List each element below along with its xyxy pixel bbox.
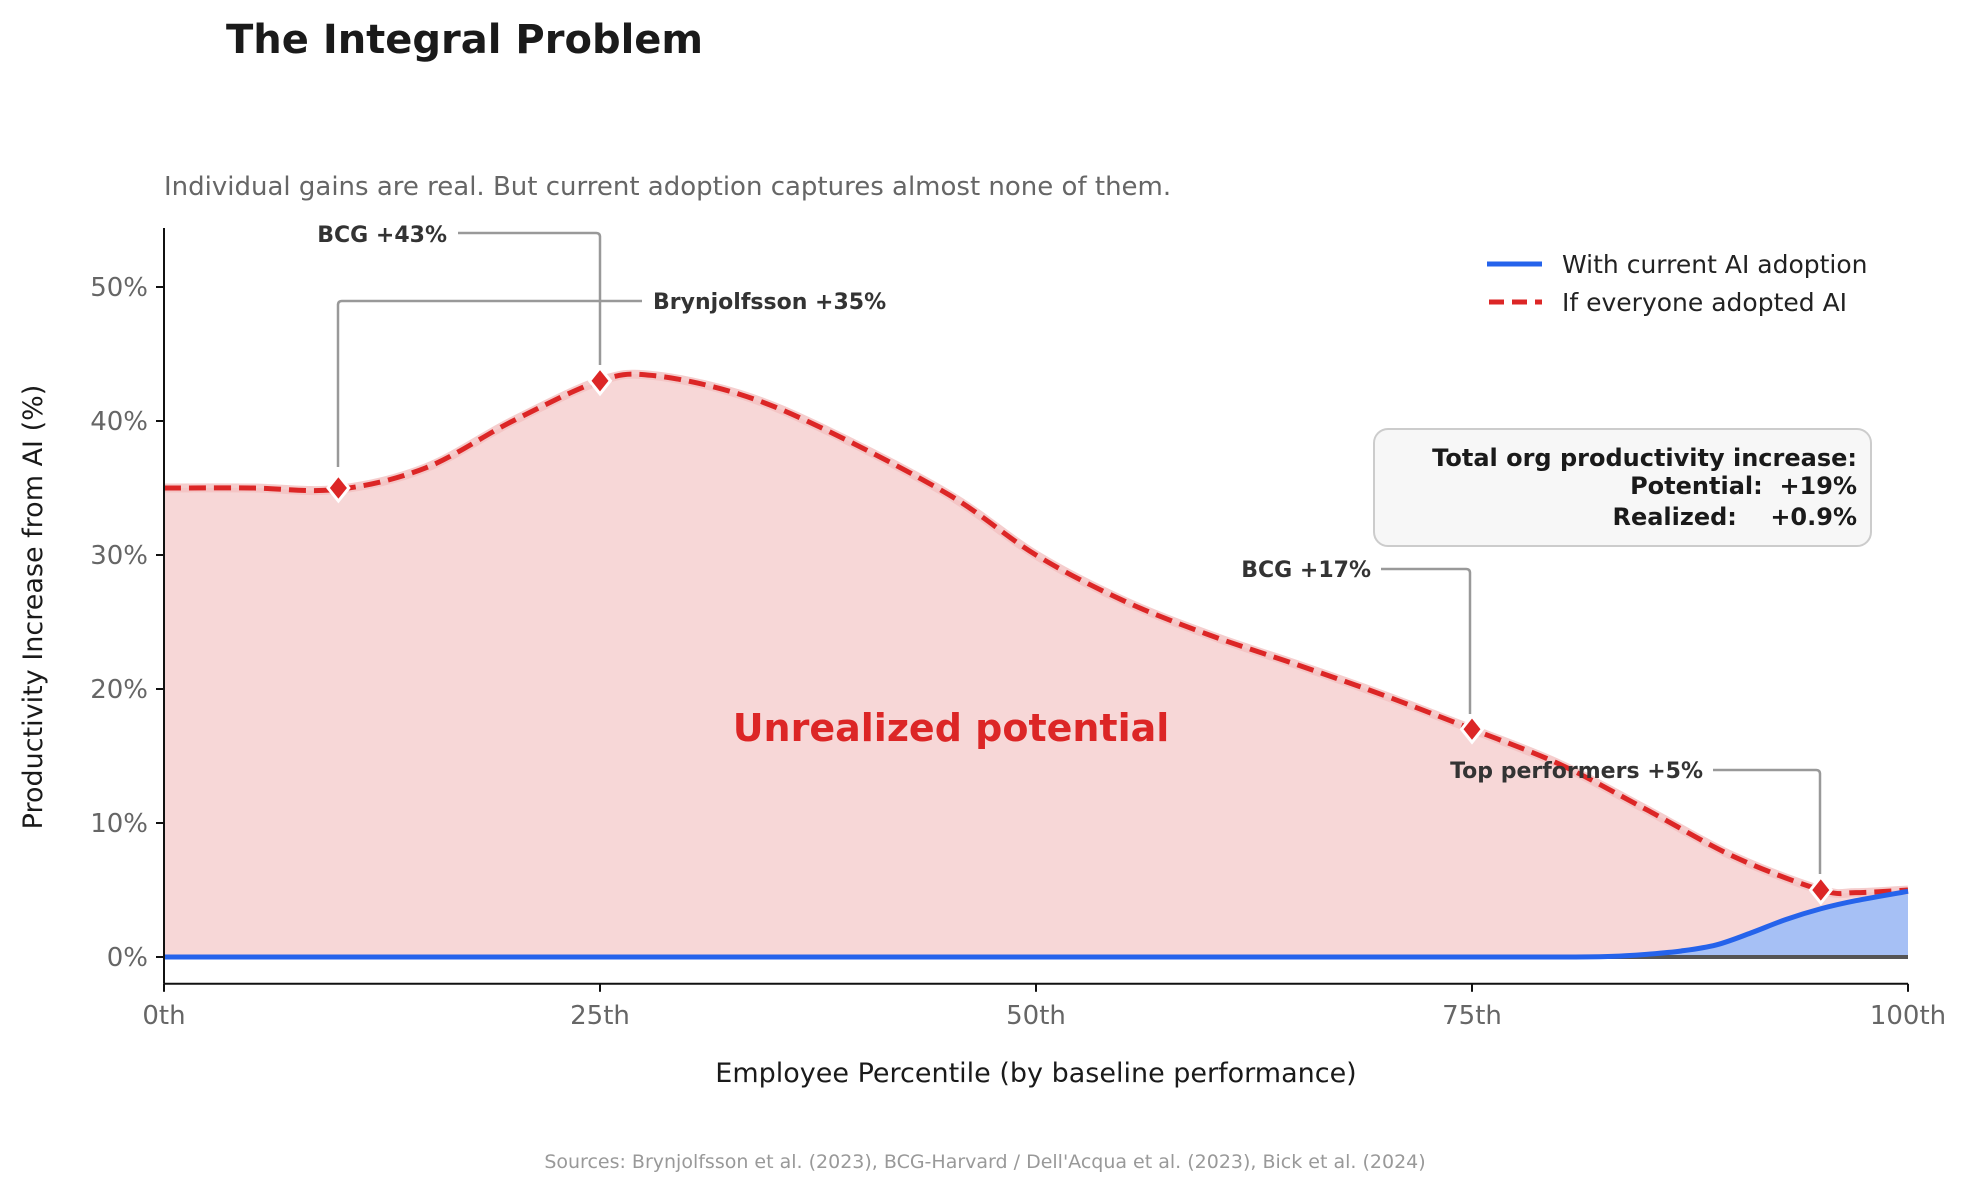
y-tick-label: 50% [90, 273, 148, 303]
annotation-leader-bcg43 [458, 231, 602, 365]
annotation-leader-bcg17 [1381, 567, 1472, 714]
legend: With current AI adoption If everyone ado… [1487, 250, 1868, 317]
source-note: Sources: Brynjolfsson et al. (2023), BCG… [544, 1151, 1425, 1173]
x-tick-label: 75th [1442, 1001, 1502, 1031]
potential-line [163, 371, 1909, 897]
annotation-bcg43: BCG +43% [317, 223, 447, 248]
potential-area [164, 374, 1908, 958]
y-tick-label: 10% [90, 809, 148, 839]
data-marker-0 [326, 472, 351, 504]
current-area [164, 891, 1908, 958]
y-tick-label: 40% [90, 407, 148, 437]
annotation-bcg17: BCG +17% [1241, 558, 1371, 583]
summary-potential: Potential: +19% [1630, 472, 1857, 500]
summary-box: Total org productivity increase: Potenti… [1373, 428, 1872, 547]
y-tick-label: 20% [90, 675, 148, 705]
region-label: Unrealized potential [733, 706, 1170, 750]
annotation-top-performers: Top performers +5% [1450, 759, 1703, 784]
plot-area: 0% 10% 20% 30% 40% 50% 0th 25th 50th 75th 100th [90, 228, 1946, 1031]
y-tick-label: 0% [107, 943, 148, 973]
y-axis-label: Productivity Increase from AI (%) [18, 385, 49, 830]
chart-title: The Integral Problem [226, 17, 703, 63]
chart-subtitle: Individual gains are real. But current a… [164, 172, 1171, 202]
legend-label-potential: If everyone adopted AI [1562, 288, 1847, 317]
x-tick-label: 0th [142, 1001, 185, 1031]
annotation-brynjolfsson: Brynjolfsson +35% [653, 290, 886, 315]
x-tick-label: 50th [1006, 1001, 1066, 1031]
x-axis-label: Employee Percentile (by baseline perform… [715, 1058, 1356, 1089]
x-tick-label: 25th [570, 1001, 630, 1031]
legend-label-current: With current AI adoption [1562, 250, 1868, 279]
summary-heading: Total org productivity increase: [1432, 444, 1857, 472]
annotations: BCG +43% Brynjolfsson +35% BCG +17% Top … [317, 223, 1822, 874]
current-line [163, 888, 1909, 960]
annotation-leader-top [1713, 768, 1822, 874]
summary-realized: Realized: +0.9% [1612, 503, 1857, 531]
y-tick-label: 30% [90, 541, 148, 571]
data-marker-3 [1808, 874, 1834, 906]
annotation-leader-brynjolfsson [336, 299, 642, 467]
data-marker-1 [587, 365, 613, 397]
x-tick-label: 100th [1870, 1001, 1946, 1031]
data-marker-2 [1459, 713, 1485, 745]
